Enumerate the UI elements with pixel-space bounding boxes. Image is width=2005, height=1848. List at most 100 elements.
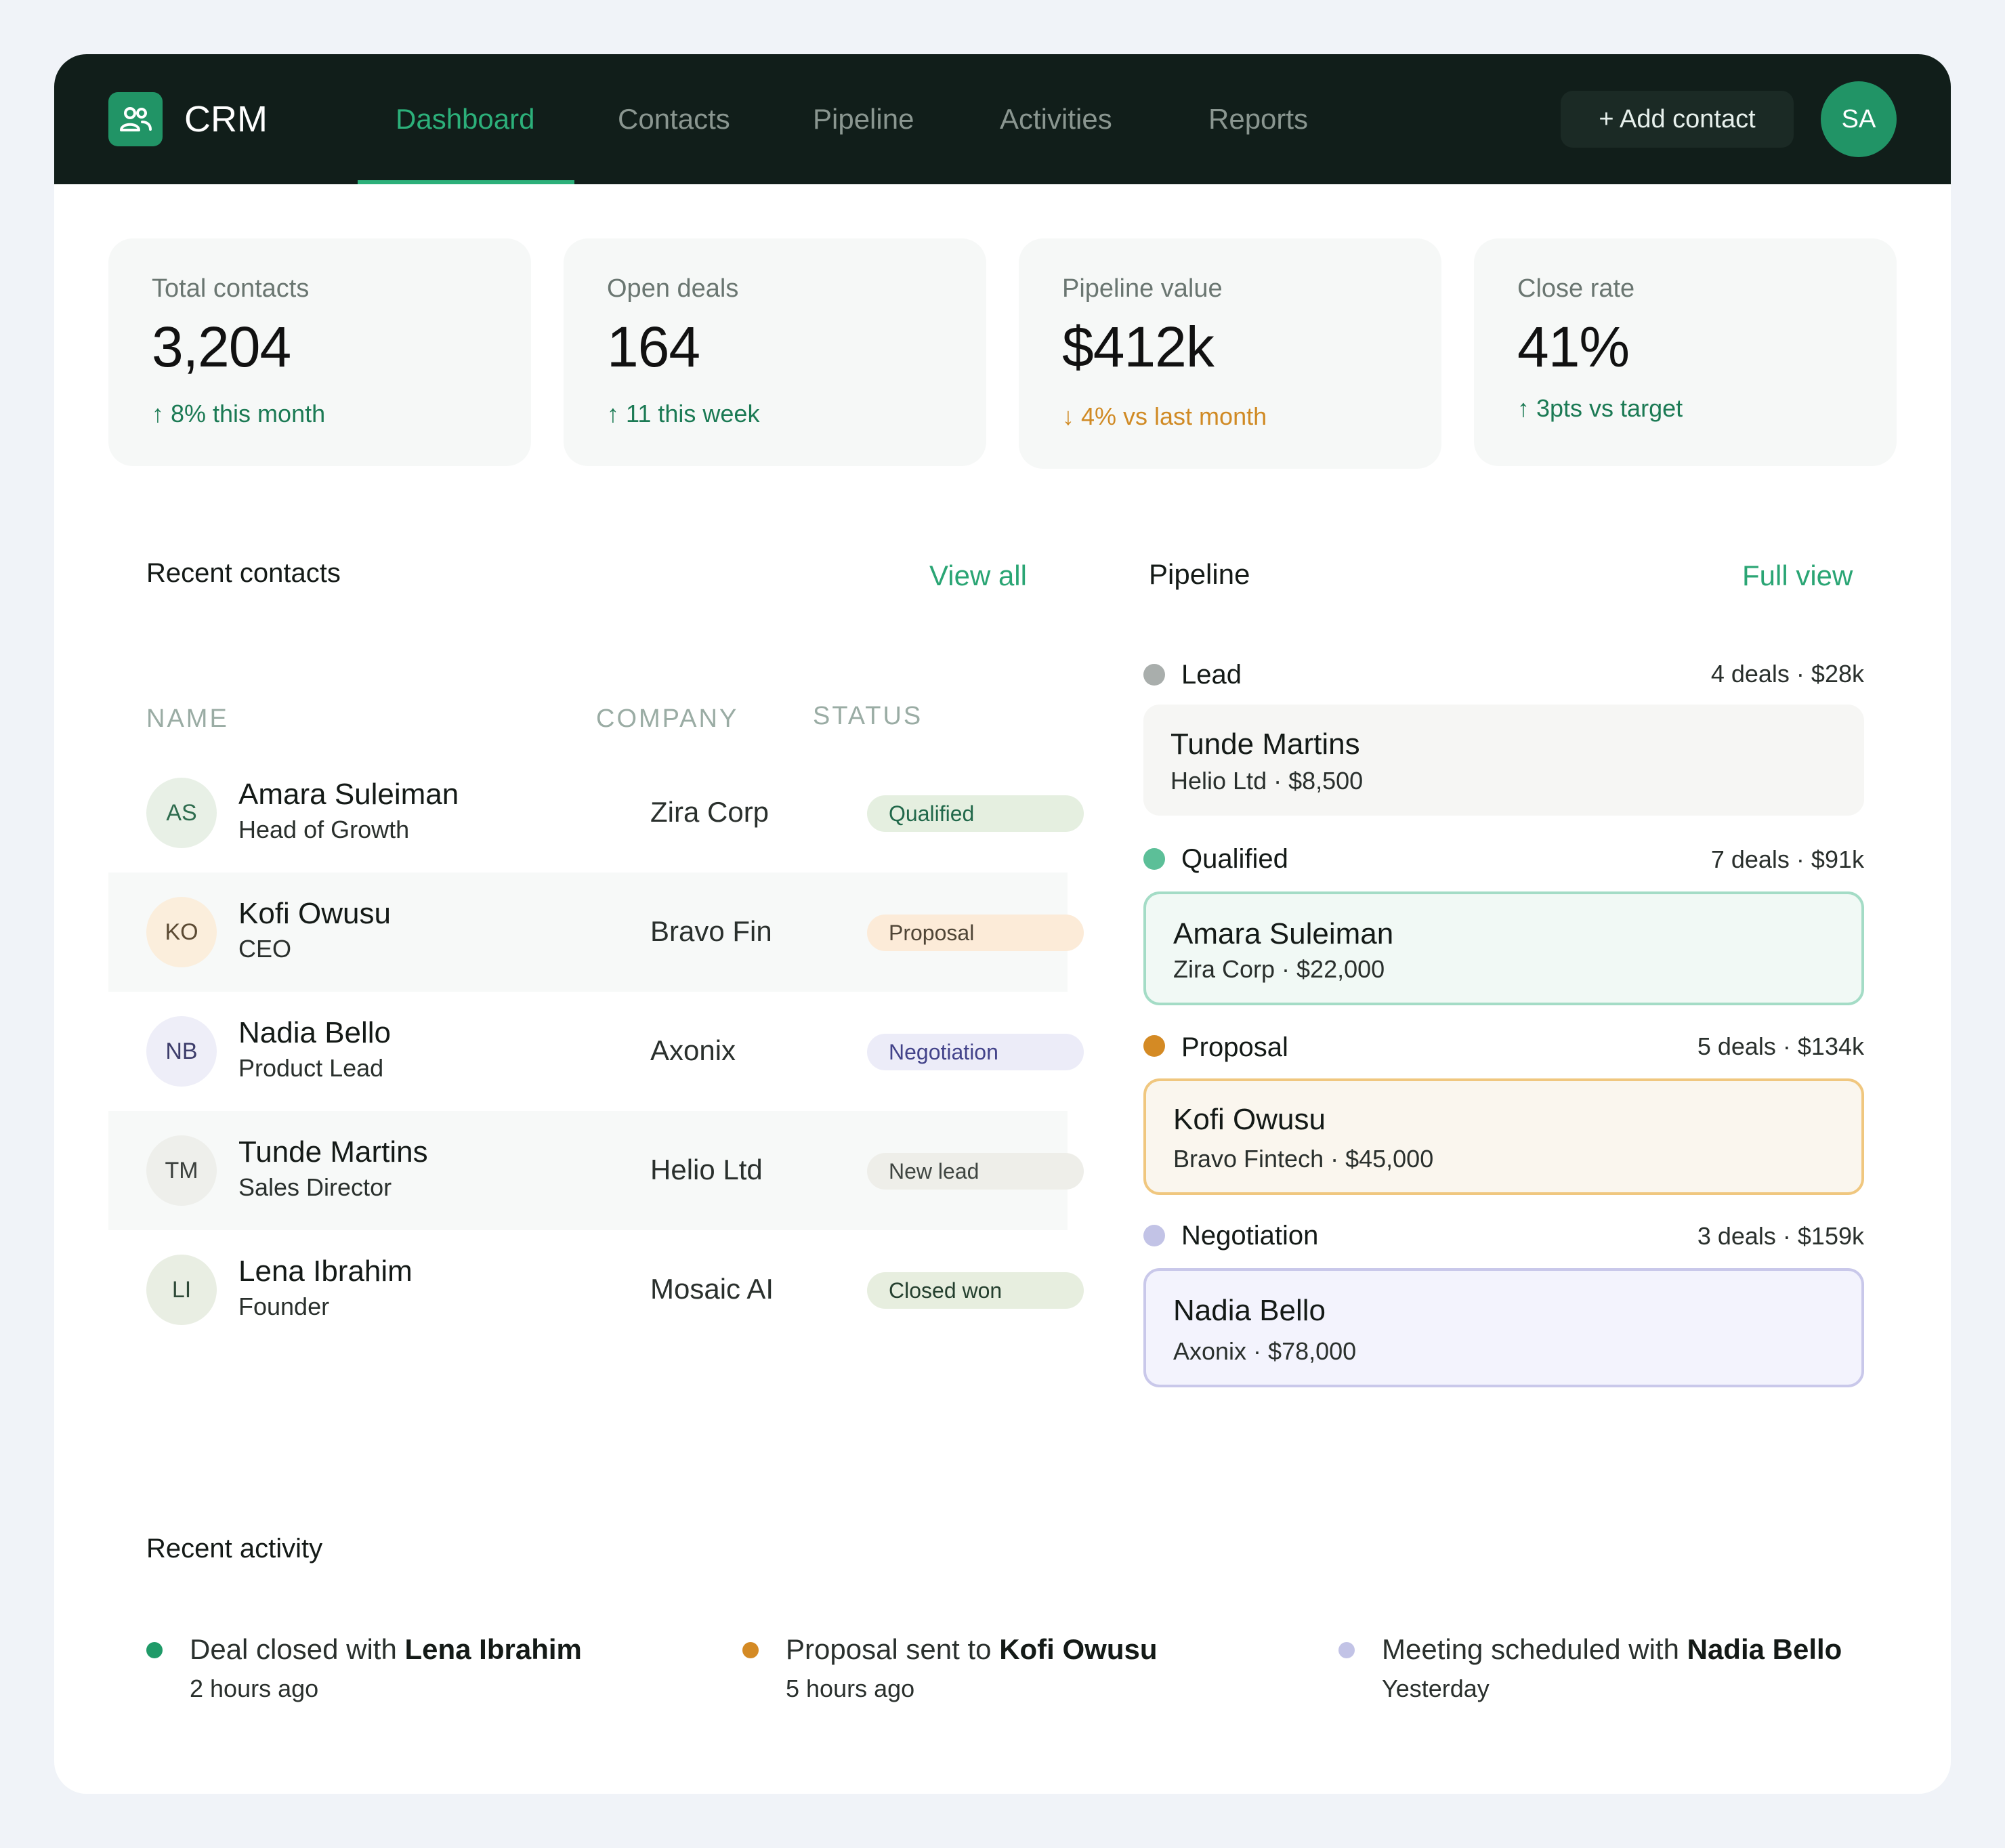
stage-name-qualified: Qualified: [1181, 844, 1288, 874]
table-row[interactable]: NB Nadia Bello Product Lead Axonix Negot…: [108, 992, 1084, 1111]
stat-label: Open deals: [607, 274, 739, 303]
status-badge: Negotiation: [867, 1034, 1084, 1070]
pipeline-title: Pipeline: [1149, 558, 1250, 590]
avatar: KO: [146, 897, 217, 967]
deal-detail: Bravo Fintech · $45,000: [1173, 1145, 1434, 1173]
stat-label: Total contacts: [152, 274, 310, 303]
activity-dot: [1338, 1642, 1355, 1658]
stat-label: Pipeline value: [1062, 274, 1223, 303]
stat-label: Close rate: [1517, 274, 1635, 303]
contact-name: Lena Ibrahim: [238, 1255, 413, 1288]
nav-dashboard[interactable]: Dashboard: [396, 103, 535, 135]
status-badge: New lead: [867, 1153, 1084, 1190]
activity-text: Deal closed with: [190, 1633, 405, 1665]
table-row[interactable]: KO Kofi Owusu CEO Bravo Fin Proposal: [108, 873, 1084, 992]
activity-time: 2 hours ago: [190, 1675, 319, 1702]
stage-meta-qualified: 7 deals · $91k: [1710, 845, 1864, 873]
stat-value: 41%: [1517, 315, 1630, 379]
contact-role: Product Lead: [238, 1054, 384, 1082]
nav-contacts[interactable]: Contacts: [618, 103, 730, 135]
stat-value: 3,204: [152, 315, 291, 379]
activity-text: Meeting scheduled with: [1382, 1633, 1687, 1665]
deal-card[interactable]: Amara Suleiman Zira Corp · $22,000: [1143, 891, 1864, 1005]
activity-item[interactable]: Deal closed with Lena Ibrahim: [190, 1631, 582, 1668]
contact-role: CEO: [238, 935, 292, 963]
deal-card[interactable]: Tunde Martins Helio Ltd · $8,500: [1143, 705, 1864, 816]
contact-company: Helio Ltd: [650, 1154, 763, 1185]
active-tab-indicator: [358, 180, 574, 184]
full-view-link[interactable]: Full view: [1742, 560, 1853, 591]
stage-name-negotiation: Negotiation: [1181, 1221, 1319, 1251]
stage-meta-proposal: 5 deals · $134k: [1697, 1032, 1864, 1060]
contact-role: Founder: [238, 1293, 330, 1320]
activity-person: Kofi Owusu: [999, 1633, 1158, 1665]
deal-name: Kofi Owusu: [1173, 1103, 1326, 1136]
avatar: NB: [146, 1016, 217, 1087]
activity-item[interactable]: Proposal sent to Kofi Owusu: [786, 1631, 1158, 1668]
deal-name: Amara Suleiman: [1173, 917, 1394, 950]
stage-dot-proposal: [1143, 1035, 1165, 1057]
deal-detail: Helio Ltd · $8,500: [1170, 767, 1364, 795]
contact-role: Sales Director: [238, 1173, 392, 1201]
deal-card[interactable]: Kofi Owusu Bravo Fintech · $45,000: [1143, 1078, 1864, 1195]
stat-trend: ↓ 4% vs last month: [1062, 402, 1267, 430]
avatar: TM: [146, 1135, 217, 1206]
nav-reports[interactable]: Reports: [1208, 103, 1309, 135]
contact-company: Axonix: [650, 1034, 736, 1066]
contact-company: Mosaic AI: [650, 1273, 774, 1305]
activity-item[interactable]: Meeting scheduled with Nadia Bello: [1382, 1631, 1842, 1668]
stat-trend: ↑ 11 this week: [607, 400, 760, 427]
recent-contacts-title: Recent contacts: [146, 558, 341, 588]
table-row[interactable]: AS Amara Suleiman Head of Growth Zira Co…: [108, 753, 1084, 873]
deal-card[interactable]: Nadia Bello Axonix · $78,000: [1143, 1268, 1864, 1387]
column-header-name[interactable]: NAME: [146, 705, 229, 733]
stage-dot-qualified: [1143, 848, 1165, 870]
deal-name: Tunde Martins: [1170, 728, 1360, 761]
stat-value: $412k: [1062, 315, 1215, 379]
stage-meta-lead: 4 deals · $28k: [1710, 660, 1864, 688]
stat-card-pipeline-value: Pipeline value $412k ↓ 4% vs last month: [1019, 238, 1441, 469]
user-avatar[interactable]: SA: [1821, 81, 1897, 157]
stage-meta-negotiation: 3 deals · $159k: [1697, 1222, 1864, 1250]
stage-dot-lead: [1143, 664, 1165, 686]
top-nav-bar: CRM Dashboard Contacts Pipeline Activiti…: [54, 54, 1951, 184]
deal-name: Nadia Bello: [1173, 1294, 1326, 1327]
contact-name: Kofi Owusu: [238, 897, 391, 930]
stat-card-total-contacts: Total contacts 3,204 ↑ 8% this month: [108, 238, 531, 466]
activity-dot: [146, 1642, 163, 1658]
avatar: LI: [146, 1255, 217, 1325]
contact-name: Tunde Martins: [238, 1135, 428, 1169]
nav-pipeline[interactable]: Pipeline: [813, 103, 914, 135]
status-badge: Qualified: [867, 795, 1084, 832]
activity-text: Proposal sent to: [786, 1633, 1000, 1665]
contact-company: Bravo Fin: [650, 915, 772, 947]
view-all-link[interactable]: View all: [929, 560, 1027, 591]
contact-name: Nadia Bello: [238, 1016, 392, 1049]
users-icon[interactable]: [108, 92, 163, 146]
stage-name-lead: Lead: [1181, 660, 1242, 690]
stat-trend: ↑ 3pts vs target: [1517, 394, 1683, 422]
status-badge: Proposal: [867, 915, 1084, 951]
stat-trend: ↑ 8% this month: [152, 400, 326, 427]
column-header-company[interactable]: COMPANY: [596, 705, 739, 733]
app-title: CRM: [184, 99, 268, 140]
deal-detail: Zira Corp · $22,000: [1173, 955, 1385, 983]
app-window: CRM Dashboard Contacts Pipeline Activiti…: [54, 54, 1951, 1794]
stat-value: 164: [607, 315, 700, 379]
stage-dot-negotiation: [1143, 1225, 1165, 1246]
activity-person: Lena Ibrahim: [404, 1633, 582, 1665]
stat-card-open-deals: Open deals 164 ↑ 11 this week: [564, 238, 986, 466]
table-row[interactable]: TM Tunde Martins Sales Director Helio Lt…: [108, 1111, 1084, 1230]
activity-person: Nadia Bello: [1687, 1633, 1842, 1665]
table-row[interactable]: LI Lena Ibrahim Founder Mosaic AI Closed…: [108, 1230, 1084, 1349]
stat-card-close-rate: Close rate 41% ↑ 3pts vs target: [1474, 238, 1897, 466]
activity-dot: [742, 1642, 759, 1658]
status-badge: Closed won: [867, 1272, 1084, 1309]
recent-activity-title: Recent activity: [146, 1534, 323, 1563]
activity-time: Yesterday: [1382, 1675, 1490, 1702]
column-header-status[interactable]: STATUS: [813, 702, 923, 730]
activity-time: 5 hours ago: [786, 1675, 915, 1702]
nav-activities[interactable]: Activities: [1000, 103, 1112, 135]
contact-name: Amara Suleiman: [238, 778, 459, 811]
add-contact-button[interactable]: + Add contact: [1561, 91, 1794, 148]
